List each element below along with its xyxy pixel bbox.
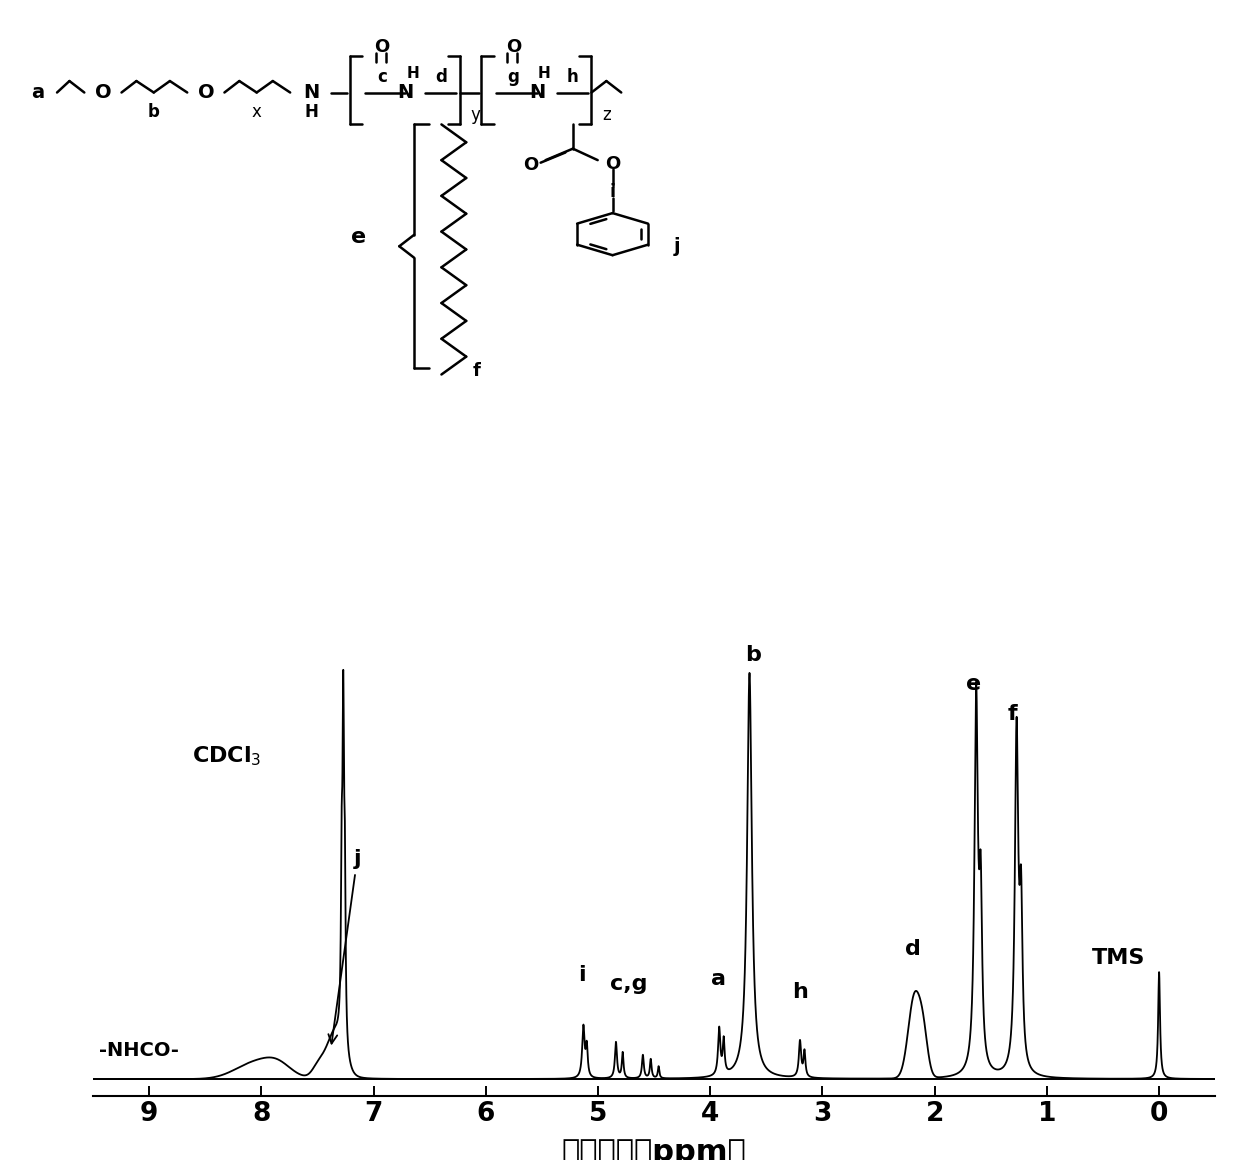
Text: i: i bbox=[579, 965, 587, 985]
Text: O: O bbox=[523, 155, 538, 174]
Text: H: H bbox=[407, 66, 419, 81]
Text: -NHCO-: -NHCO- bbox=[99, 1041, 179, 1059]
X-axis label: 化学位移（ppm）: 化学位移（ppm） bbox=[562, 1138, 746, 1160]
Text: TMS: TMS bbox=[1092, 948, 1146, 967]
Text: N: N bbox=[303, 84, 320, 102]
Text: h: h bbox=[567, 67, 579, 86]
Text: j: j bbox=[673, 238, 681, 256]
Text: N: N bbox=[397, 84, 414, 102]
Text: g: g bbox=[507, 67, 520, 86]
Text: CDCl$_3$: CDCl$_3$ bbox=[192, 745, 262, 768]
Text: O: O bbox=[605, 155, 620, 173]
Text: b: b bbox=[745, 645, 761, 665]
Text: f: f bbox=[472, 362, 480, 380]
Text: h: h bbox=[792, 983, 808, 1002]
Text: a: a bbox=[711, 970, 725, 989]
Text: c: c bbox=[377, 67, 387, 86]
Text: b: b bbox=[148, 102, 160, 121]
Text: N: N bbox=[528, 84, 546, 102]
Text: d: d bbox=[905, 940, 921, 959]
Text: O: O bbox=[94, 84, 112, 102]
Text: x: x bbox=[252, 102, 262, 121]
Text: j: j bbox=[329, 849, 361, 1044]
Text: O: O bbox=[197, 84, 215, 102]
Text: e: e bbox=[966, 674, 982, 695]
Text: c,g: c,g bbox=[610, 973, 647, 994]
Text: i: i bbox=[610, 183, 615, 201]
Text: H: H bbox=[538, 66, 551, 81]
Text: f: f bbox=[1007, 704, 1017, 724]
Text: H: H bbox=[304, 102, 319, 121]
Text: a: a bbox=[31, 84, 43, 102]
Text: y: y bbox=[470, 107, 480, 124]
Text: z: z bbox=[601, 107, 611, 124]
Text: O: O bbox=[374, 37, 389, 56]
Text: d: d bbox=[435, 67, 448, 86]
Text: O: O bbox=[506, 37, 521, 56]
Text: e: e bbox=[351, 226, 366, 247]
